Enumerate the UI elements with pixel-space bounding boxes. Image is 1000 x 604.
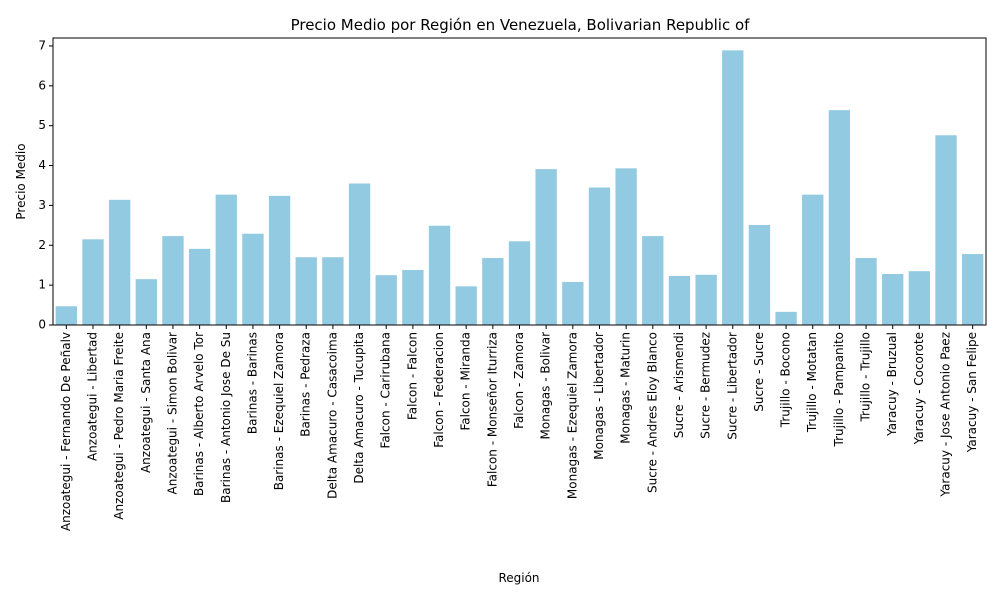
bar (855, 258, 877, 325)
x-tick-label: Yaracuy - Jose Antonio Paez (939, 332, 953, 498)
x-tick-label: Barinas - Barinas (245, 332, 259, 434)
y-axis: 0 1 2 3 4 5 6 7 (38, 38, 53, 332)
bar (55, 306, 77, 325)
bar (562, 281, 584, 325)
x-tick-label: Trujillo - Trujillo (859, 332, 873, 423)
x-tick-label: Barinas - Alberto Arvelo Tor (192, 332, 206, 496)
bar (242, 233, 264, 325)
bar (268, 195, 291, 325)
x-tick-label: Falcon - Falcon (405, 332, 419, 420)
bar (695, 274, 717, 325)
bar (962, 254, 984, 325)
x-tick-label: Yaracuy - San Felipe (965, 332, 979, 453)
bar (215, 194, 237, 325)
y-tick-label: 2 (38, 238, 46, 252)
x-tick-label: Monagas - Bolivar (539, 332, 553, 440)
x-tick-label: Trujillo - Pampanito (832, 332, 846, 447)
bar (375, 275, 397, 325)
x-tick-label: Falcon - Miranda (459, 332, 473, 431)
x-tick-label: Monagas - Maturin (619, 332, 633, 444)
plot-frame (52, 37, 987, 326)
bar (508, 241, 531, 325)
y-tick-label: 7 (38, 38, 46, 52)
x-tick-label: Barinas - Pedraza (299, 332, 313, 437)
bar (935, 135, 957, 325)
x-tick-label: Falcon - Federacion (432, 332, 446, 448)
bar (668, 275, 691, 325)
bar (882, 273, 904, 325)
bar (828, 110, 851, 325)
x-tick-label: Anzoategui - Simon Bolivar (165, 332, 179, 495)
x-axis-label: Región (498, 571, 539, 585)
y-tick-label: 3 (38, 198, 46, 212)
x-tick-label: Anzoategui - Santa Ana (139, 332, 153, 473)
x-tick-label: Sucre - Libertador (725, 332, 739, 440)
bar (188, 248, 211, 325)
bar (135, 279, 157, 325)
x-tick-label: Falcon - Carirubana (379, 332, 393, 448)
y-tick-label: 0 (38, 318, 46, 332)
bar (162, 236, 184, 325)
x-tick-label: Delta Amacuro - Tucupita (352, 332, 366, 484)
bar (588, 187, 611, 325)
x-tick-label: Yaracuy - Cocorote (912, 332, 926, 445)
bar (802, 194, 824, 325)
x-tick-label: Trujillo - Motatan (805, 332, 819, 433)
x-tick-label: Monagas - Libertador (592, 332, 606, 460)
bar (348, 183, 371, 325)
y-axis-label: Precio Medio (14, 143, 28, 219)
bars-group (55, 50, 984, 326)
x-tick-label: Anzoategui - Pedro Maria Freite (112, 332, 126, 520)
x-tick-label: Delta Amacuro - Casacoima (325, 332, 339, 499)
bar (722, 50, 744, 326)
bar (908, 271, 931, 325)
x-tick-label: Anzoategui - Libertad (85, 332, 99, 461)
x-tick-label: Trujillo - Bocono (779, 332, 793, 428)
bar (482, 258, 504, 325)
x-tick-label: Monagas - Ezequiel Zamora (565, 332, 579, 499)
y-tick-label: 4 (38, 158, 46, 172)
bar (82, 239, 104, 325)
bar (642, 236, 664, 325)
x-tick-label: Falcon - Monseñor Iturriza (485, 332, 499, 487)
x-tick-label: Barinas - Antonio Jose De Su (219, 332, 233, 503)
x-tick-label: Falcon - Zamora (512, 332, 526, 429)
x-tick-label: Barinas - Ezequiel Zamora (272, 332, 286, 490)
bar (108, 199, 131, 325)
x-tick-label: Sucre - Arismendi (672, 332, 686, 438)
bar (428, 225, 451, 325)
y-tick-label: 6 (38, 78, 46, 92)
bar (402, 269, 424, 325)
x-axis: Anzoategui - Fernando De Peñalv Anzoategu… (59, 325, 979, 531)
bar (535, 169, 557, 325)
x-tick-label: Anzoategui - Fernando De Peñalv (59, 332, 73, 531)
chart-title: Precio Medio por Región en Venezuela, Bo… (291, 16, 751, 34)
x-tick-label: Sucre - Bermudez (699, 332, 713, 439)
x-tick-label: Yaracuy - Bruzual (885, 332, 899, 437)
bar (615, 168, 637, 325)
x-tick-label: Sucre - Sucre (752, 332, 766, 412)
y-tick-label: 1 (38, 278, 46, 292)
bar (775, 311, 797, 325)
bar (322, 257, 344, 325)
y-tick-label: 5 (38, 118, 46, 132)
bar (295, 257, 317, 325)
x-tick-label: Sucre - Andres Eloy Blanco (645, 332, 659, 493)
bar (748, 224, 771, 325)
bar (455, 286, 477, 325)
